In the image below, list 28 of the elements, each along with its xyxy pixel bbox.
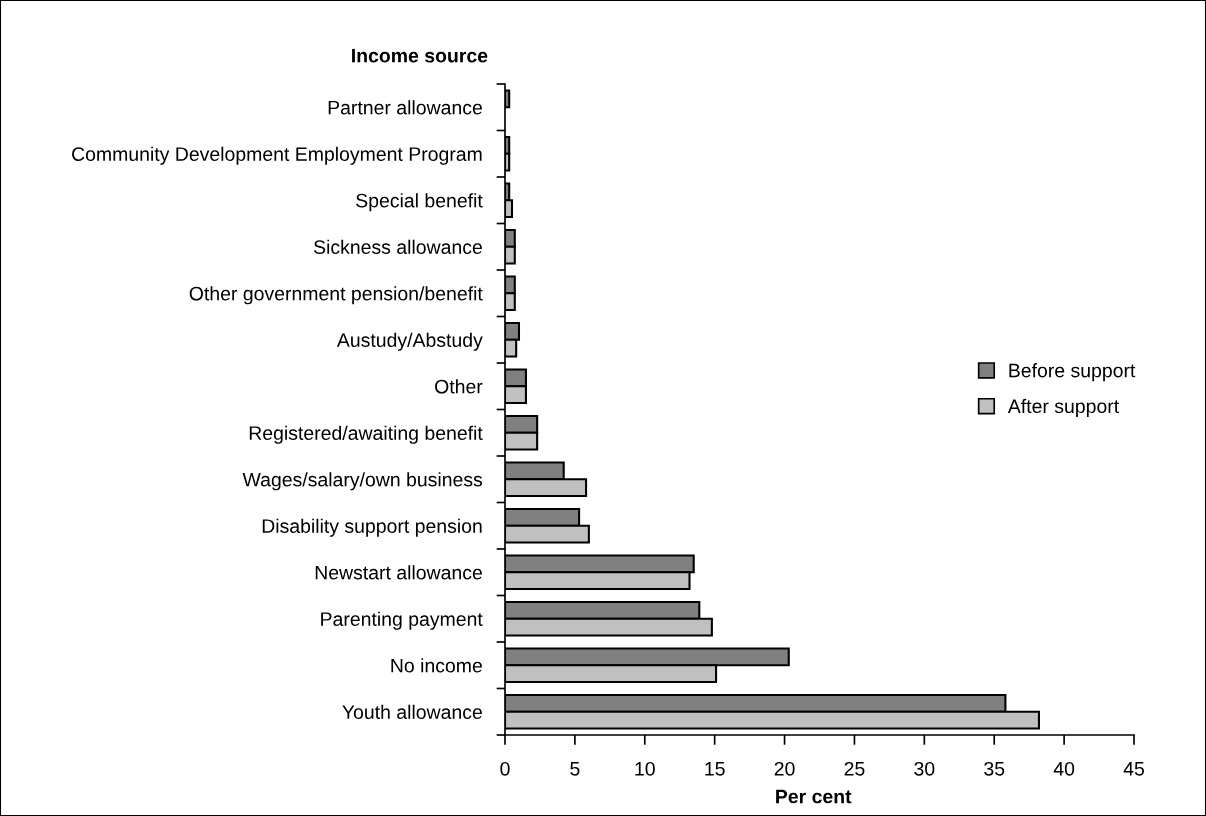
y-tick-label: Partner allowance (328, 100, 482, 115)
legend-label: Before support (1009, 363, 1136, 382)
y-tick-label: Disability support pension (262, 518, 482, 537)
y-tick-label: Other (435, 379, 483, 394)
x-tick-label: 5 (570, 762, 580, 776)
y-tick-label: No income (391, 658, 482, 673)
y-tick-label: Wages/salary/own business (242, 472, 483, 491)
y-tick-label: Special benefit (356, 193, 483, 212)
x-tick-label: 35 (984, 761, 1005, 776)
y-tick-label: Registered/awaiting benefit (249, 425, 483, 444)
y-tick-label: Youth allowance (342, 704, 482, 719)
y-axis-title: Income source (352, 48, 488, 63)
x-tick-label: 10 (635, 761, 655, 776)
x-tick-label: 20 (774, 761, 795, 776)
y-tick-label: Community Development Employment Program (72, 146, 482, 165)
x-tick-label: 30 (914, 761, 935, 776)
y-tick-label: Austudy/Abstudy (336, 332, 483, 351)
legend-label: After support (1007, 398, 1120, 417)
x-axis-title: Per cent (776, 789, 852, 804)
y-tick-label: Other government pension/benefit (189, 286, 483, 305)
x-tick-label: 40 (1053, 761, 1075, 776)
x-tick-label: 15 (705, 762, 725, 776)
y-tick-label: Newstart allowance (315, 565, 482, 580)
x-tick-label: 0 (500, 761, 510, 776)
y-tick-label: Sickness allowance (313, 239, 482, 254)
x-tick-label: 45 (1123, 762, 1144, 776)
y-tick-label: Parenting payment (321, 611, 483, 630)
x-tick-label: 25 (844, 761, 865, 776)
